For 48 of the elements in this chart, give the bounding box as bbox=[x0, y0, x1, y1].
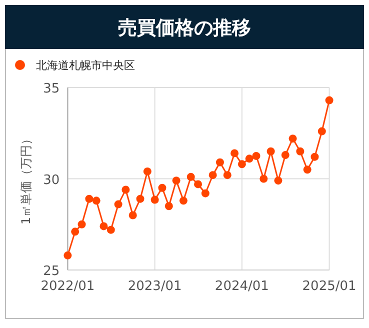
point bbox=[245, 154, 254, 163]
legend-label: 北海道札幌市中央区 bbox=[36, 59, 135, 72]
point bbox=[143, 167, 152, 176]
point bbox=[128, 211, 137, 220]
point bbox=[223, 171, 232, 180]
point bbox=[325, 96, 334, 104]
point bbox=[186, 172, 195, 181]
y-tick-label: 25 bbox=[43, 264, 60, 279]
point bbox=[64, 251, 72, 260]
point bbox=[179, 196, 188, 205]
point bbox=[164, 202, 173, 210]
point bbox=[216, 158, 224, 166]
x-tick-label: 2022/01 bbox=[40, 279, 95, 294]
point bbox=[85, 194, 94, 203]
point bbox=[296, 147, 304, 156]
point bbox=[136, 194, 144, 203]
x-tick-label: 2025/01 bbox=[302, 279, 356, 294]
legend: 北海道札幌市中央区 bbox=[15, 59, 135, 72]
point bbox=[260, 174, 268, 183]
point bbox=[238, 160, 246, 168]
x-tick-label: 2024/01 bbox=[214, 279, 269, 294]
point bbox=[310, 152, 319, 161]
point bbox=[158, 184, 166, 192]
point bbox=[172, 176, 180, 185]
point bbox=[281, 151, 290, 160]
point bbox=[252, 152, 260, 160]
point bbox=[78, 220, 86, 228]
point bbox=[106, 226, 115, 234]
point bbox=[230, 149, 239, 158]
point bbox=[318, 127, 326, 136]
point bbox=[208, 171, 217, 180]
y-axis-title: 1㎡単価（万円） bbox=[19, 132, 33, 225]
point bbox=[201, 189, 210, 198]
point bbox=[288, 134, 297, 143]
chart-title: 売買価格の推移 bbox=[118, 17, 251, 39]
y-tick-label: 35 bbox=[43, 82, 60, 96]
point bbox=[266, 147, 275, 156]
point bbox=[122, 186, 130, 194]
point bbox=[303, 166, 312, 174]
point bbox=[100, 222, 108, 230]
y-tick-label: 30 bbox=[43, 172, 60, 188]
point bbox=[150, 196, 159, 204]
point bbox=[114, 200, 122, 208]
point bbox=[194, 180, 202, 188]
point bbox=[92, 196, 100, 205]
point bbox=[274, 176, 282, 185]
point bbox=[71, 228, 80, 236]
x-tick-label: 2023/01 bbox=[128, 279, 182, 294]
